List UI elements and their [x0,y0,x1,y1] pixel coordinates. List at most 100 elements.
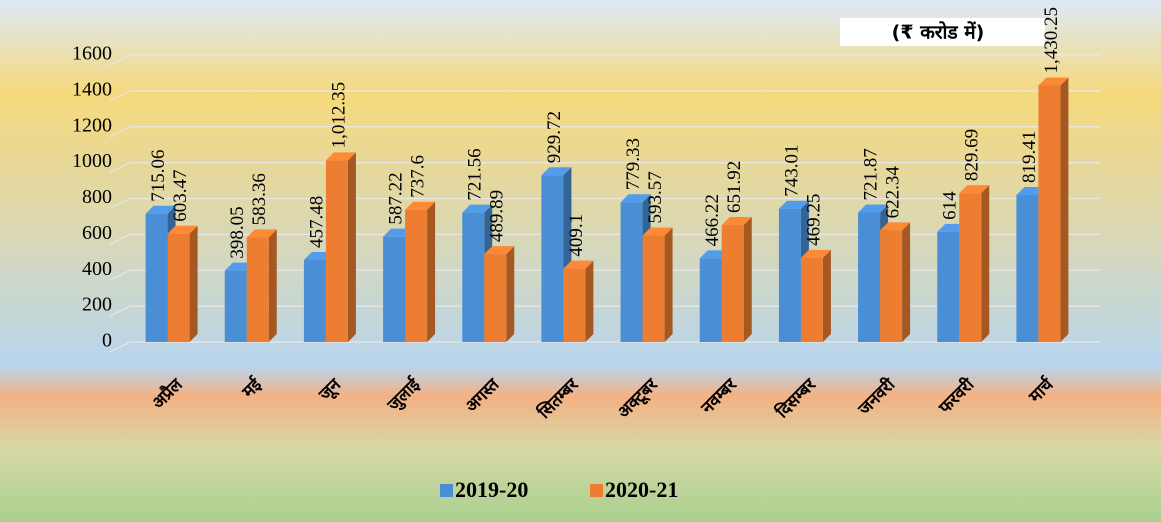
bar [167,225,198,342]
bar-front [1016,195,1039,342]
data-label: 583.36 [249,173,270,225]
data-label: 603.47 [170,170,191,222]
bar-side [347,152,356,342]
bar-top [642,227,673,236]
bar-front [959,193,982,342]
data-label: 593.57 [645,171,666,223]
bar-side [268,229,277,342]
data-label: 398.05 [227,206,248,258]
grid-line [109,269,1100,281]
data-label: 622.34 [882,166,903,219]
bar [484,246,515,342]
bar-top [959,185,990,194]
y-tick-label: 1600 [72,43,112,65]
grid-line [109,197,1100,210]
bar-front [224,270,247,342]
bar-top [405,201,436,210]
grid-line [109,162,1100,174]
y-tick-label: 200 [82,294,112,316]
bar-front [246,237,269,342]
bar-front [167,233,190,342]
bar-side [1060,77,1069,342]
bar [405,201,436,342]
bar [800,249,831,342]
bar [642,227,673,342]
annotation: (₹ करोड में) [892,21,985,44]
bar-front [620,202,643,342]
grid-line [109,341,1100,353]
bar-top [880,222,911,231]
bar-top [620,194,651,203]
bar-front [145,213,168,342]
bar-front [563,268,586,342]
bar [563,260,594,342]
bar-side [585,260,594,342]
bar-top [145,205,176,214]
bar-side [902,222,911,342]
bar-front [303,259,326,342]
data-label: 737.6 [407,155,428,198]
bar-front [383,236,406,342]
legend-swatch [440,484,453,497]
bar [541,167,572,342]
bar-side [506,246,515,342]
data-label: 1,430.25 [1041,7,1062,74]
bar-front [462,212,485,342]
y-tick-label: 600 [82,222,112,244]
data-label: 721.56 [465,148,486,200]
bar-side [664,227,673,342]
grid-line [109,305,1100,317]
bar-top [325,152,356,161]
data-label: 587.22 [385,172,406,224]
bar-front [858,212,881,342]
y-tick-label: 400 [82,258,112,280]
data-label: 466.22 [702,194,723,246]
bar-side [743,217,752,342]
bar-front [484,254,507,342]
bar-side [822,249,831,342]
legend-swatch [590,484,603,497]
bar-top [1038,77,1069,86]
bar-front [778,208,801,342]
grid-line [109,126,1100,138]
bar [959,185,990,342]
grid-line [109,233,1100,245]
bar-top [858,204,889,213]
bar-front [699,258,722,342]
legend-label: 2020-21 [605,477,678,502]
grid-line [109,54,1100,66]
bar-front [541,175,564,342]
bar [325,152,356,342]
data-label: 829.69 [962,129,983,181]
grid-line [109,90,1100,102]
bar-top [541,167,572,176]
data-label: 457.48 [306,196,327,248]
bar-top [800,249,831,258]
y-tick-label: 1000 [72,150,112,172]
bar-front [1038,85,1061,342]
bar-front [405,209,428,342]
bar-side [189,225,198,342]
data-label: 651.92 [724,161,745,213]
bar-top [462,204,493,213]
bar-top [167,225,198,234]
data-label: 489.89 [487,190,508,242]
y-tick-label: 800 [82,186,112,208]
data-label: 715.06 [148,149,169,201]
annotation-box [840,18,1045,46]
bar-top [563,260,594,269]
y-tick-label: 0 [102,330,112,352]
bar-front [642,235,665,342]
bar-top [246,229,277,238]
bar-front [880,230,903,342]
y-tick-label: 1200 [72,114,112,136]
data-label: 929.72 [544,111,565,163]
bar-side [981,185,990,342]
bar-front [721,225,744,342]
bar-side [427,201,436,342]
bar [246,229,277,342]
bar [721,217,752,342]
data-label: 743.01 [781,144,802,196]
